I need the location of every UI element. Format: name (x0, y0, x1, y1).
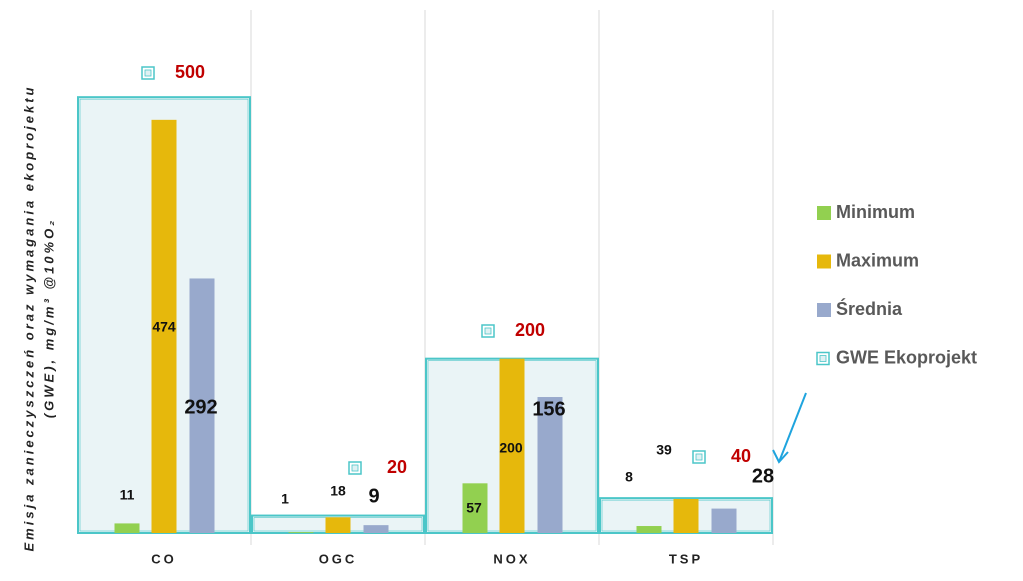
data-label: 40 (731, 446, 751, 466)
data-label: 1 (281, 491, 289, 507)
data-label: 292 (184, 396, 217, 418)
bar (711, 508, 737, 533)
x-tick-label: CO (151, 551, 177, 566)
annotation-arrow (772, 392, 807, 464)
bar (363, 525, 389, 533)
arrow-head (772, 449, 789, 464)
legend-label: GWE Ekoprojekt (836, 347, 977, 367)
label-icon (819, 355, 827, 362)
data-label: 18 (330, 483, 346, 499)
bar (636, 526, 662, 533)
legend-label: Średnia (836, 298, 903, 319)
legend-swatch (817, 303, 831, 317)
bar (673, 499, 699, 533)
data-label: 28 (752, 465, 774, 487)
data-label: 8 (625, 469, 633, 485)
data-label: 200 (499, 440, 523, 456)
label-icon (484, 327, 492, 335)
x-tick-label: NOX (493, 551, 530, 566)
data-label: 9 (368, 485, 379, 507)
bar (151, 119, 177, 533)
data-label: 57 (466, 500, 482, 516)
label-icon (144, 69, 152, 77)
y-axis-label: Emisja zanieczyszczeń oraz wymagania eko… (21, 85, 36, 552)
label-icon (695, 453, 703, 461)
data-label: 200 (515, 320, 545, 340)
bar (114, 523, 140, 533)
bar (189, 278, 215, 533)
bar (325, 517, 351, 533)
bar (462, 483, 488, 533)
legend-swatch (817, 254, 831, 269)
bar (288, 532, 314, 533)
legend-label: Maximum (836, 250, 919, 270)
y-axis-label: (GWE), mg/m³ @10%O₂ (41, 218, 56, 418)
data-label: 11 (120, 487, 135, 503)
x-tick-label: TSP (669, 551, 703, 566)
bar (537, 397, 563, 533)
arrow-line (778, 392, 807, 463)
data-label: 20 (387, 457, 407, 477)
x-tick-label: OGC (319, 551, 358, 566)
legend-label: Minimum (836, 202, 915, 222)
data-label: 474 (152, 319, 176, 335)
label-icon (351, 464, 359, 472)
data-label: 39 (656, 442, 672, 458)
legend-swatch (817, 206, 831, 220)
data-label: 156 (532, 398, 565, 420)
bar (499, 358, 525, 533)
data-label: 500 (175, 62, 205, 82)
